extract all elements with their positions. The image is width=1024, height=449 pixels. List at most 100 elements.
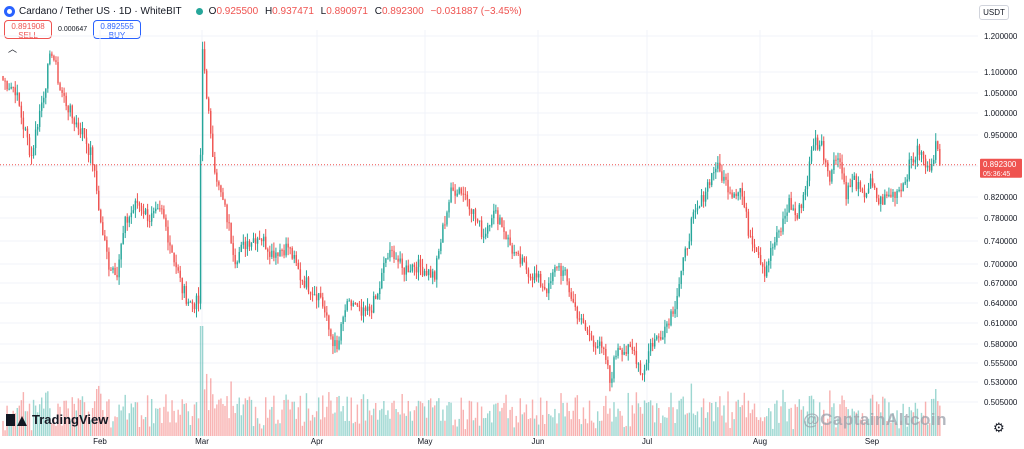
volume-bar xyxy=(749,413,752,436)
volume-bar xyxy=(299,395,302,436)
volume-bar xyxy=(843,399,845,436)
candle xyxy=(136,200,139,203)
volume-bar xyxy=(627,392,629,436)
candle xyxy=(749,235,752,237)
currency-button[interactable]: USDT xyxy=(979,5,1009,20)
candle xyxy=(458,188,460,194)
volume-bar xyxy=(920,412,923,436)
volume-bar xyxy=(360,398,363,436)
candle xyxy=(672,311,674,314)
volume-bar xyxy=(835,427,837,436)
volume-bar xyxy=(676,409,678,436)
gear-icon[interactable]: ⚙ xyxy=(993,420,1005,435)
volume-bar xyxy=(128,413,130,436)
candle xyxy=(493,210,495,219)
volume-bar xyxy=(126,419,128,436)
candle xyxy=(668,323,670,326)
candle xyxy=(307,277,310,292)
candle xyxy=(590,335,593,341)
volume-bar xyxy=(279,423,281,436)
candle xyxy=(660,337,662,340)
candle xyxy=(432,271,434,278)
candle xyxy=(708,182,711,186)
open-value: 0.925500 xyxy=(216,5,259,17)
candle xyxy=(442,224,444,243)
volume-bar xyxy=(464,429,467,436)
volume-bar xyxy=(865,420,868,436)
candle xyxy=(311,294,314,296)
volume-bar xyxy=(772,428,774,436)
volume-bar xyxy=(236,403,238,436)
candle xyxy=(778,231,780,233)
volume-bar xyxy=(466,419,469,436)
volume-bar xyxy=(666,417,668,436)
volume-bar xyxy=(706,412,709,436)
volume-bar xyxy=(629,426,631,436)
volume-bar xyxy=(741,405,743,436)
volume-bar xyxy=(645,402,648,436)
volume-bar xyxy=(594,428,597,436)
volume-bar xyxy=(489,410,491,436)
candle xyxy=(417,259,420,273)
candle xyxy=(812,145,815,150)
volume-bar xyxy=(859,419,862,436)
volume-bar xyxy=(262,425,265,436)
volume-bar xyxy=(501,407,503,436)
candle xyxy=(187,301,190,304)
candle xyxy=(379,288,381,295)
volume-bar xyxy=(381,408,383,436)
tradingview-logo: TradingView xyxy=(6,412,108,427)
candle xyxy=(898,189,900,192)
volume-bar xyxy=(548,414,550,436)
volume-bar xyxy=(130,403,133,436)
candle xyxy=(564,269,566,271)
volume-bar xyxy=(686,413,689,436)
candle xyxy=(796,215,798,219)
candle xyxy=(592,340,595,347)
candle xyxy=(4,80,6,82)
tradingview-text: TradingView xyxy=(32,412,109,427)
candle xyxy=(537,273,540,278)
volume-bar xyxy=(79,399,82,436)
volume-bar xyxy=(619,411,621,436)
candle xyxy=(191,301,194,304)
volume-bar xyxy=(857,410,860,436)
volume-bar xyxy=(829,390,831,436)
symbol-title[interactable]: Cardano / Tether US · 1D · WhiteBIT xyxy=(19,5,182,17)
candle xyxy=(328,315,330,330)
volume-bar xyxy=(711,403,713,436)
candle xyxy=(932,159,935,165)
candle xyxy=(706,182,709,192)
candle xyxy=(554,267,556,273)
volume-bar xyxy=(112,421,114,436)
chevron-up-icon[interactable]: ︿ xyxy=(8,44,18,54)
volume-bar xyxy=(230,381,232,436)
buy-price: 0.892555 xyxy=(100,22,134,31)
volume-bar xyxy=(108,399,110,436)
candle xyxy=(814,137,817,146)
volume-bar xyxy=(552,417,554,436)
volume-bar xyxy=(849,415,851,436)
candle xyxy=(397,258,399,262)
volume-bar xyxy=(584,418,587,436)
volume-bar xyxy=(442,409,444,436)
volume-bar xyxy=(256,418,259,436)
candle xyxy=(222,192,224,200)
volume-bar xyxy=(169,422,171,436)
volume-bar xyxy=(98,385,100,436)
candle xyxy=(617,347,619,356)
candle xyxy=(279,249,281,257)
volume-bar xyxy=(759,417,762,436)
volume-bar xyxy=(358,423,361,436)
candle xyxy=(315,294,318,301)
volume-bar xyxy=(352,423,355,436)
candle xyxy=(792,208,794,210)
candle xyxy=(348,300,350,302)
candle xyxy=(65,95,67,107)
candle xyxy=(340,324,342,341)
candle xyxy=(395,258,397,260)
volume-bar xyxy=(825,422,827,436)
candle xyxy=(808,161,811,181)
volume-bar xyxy=(621,415,623,436)
